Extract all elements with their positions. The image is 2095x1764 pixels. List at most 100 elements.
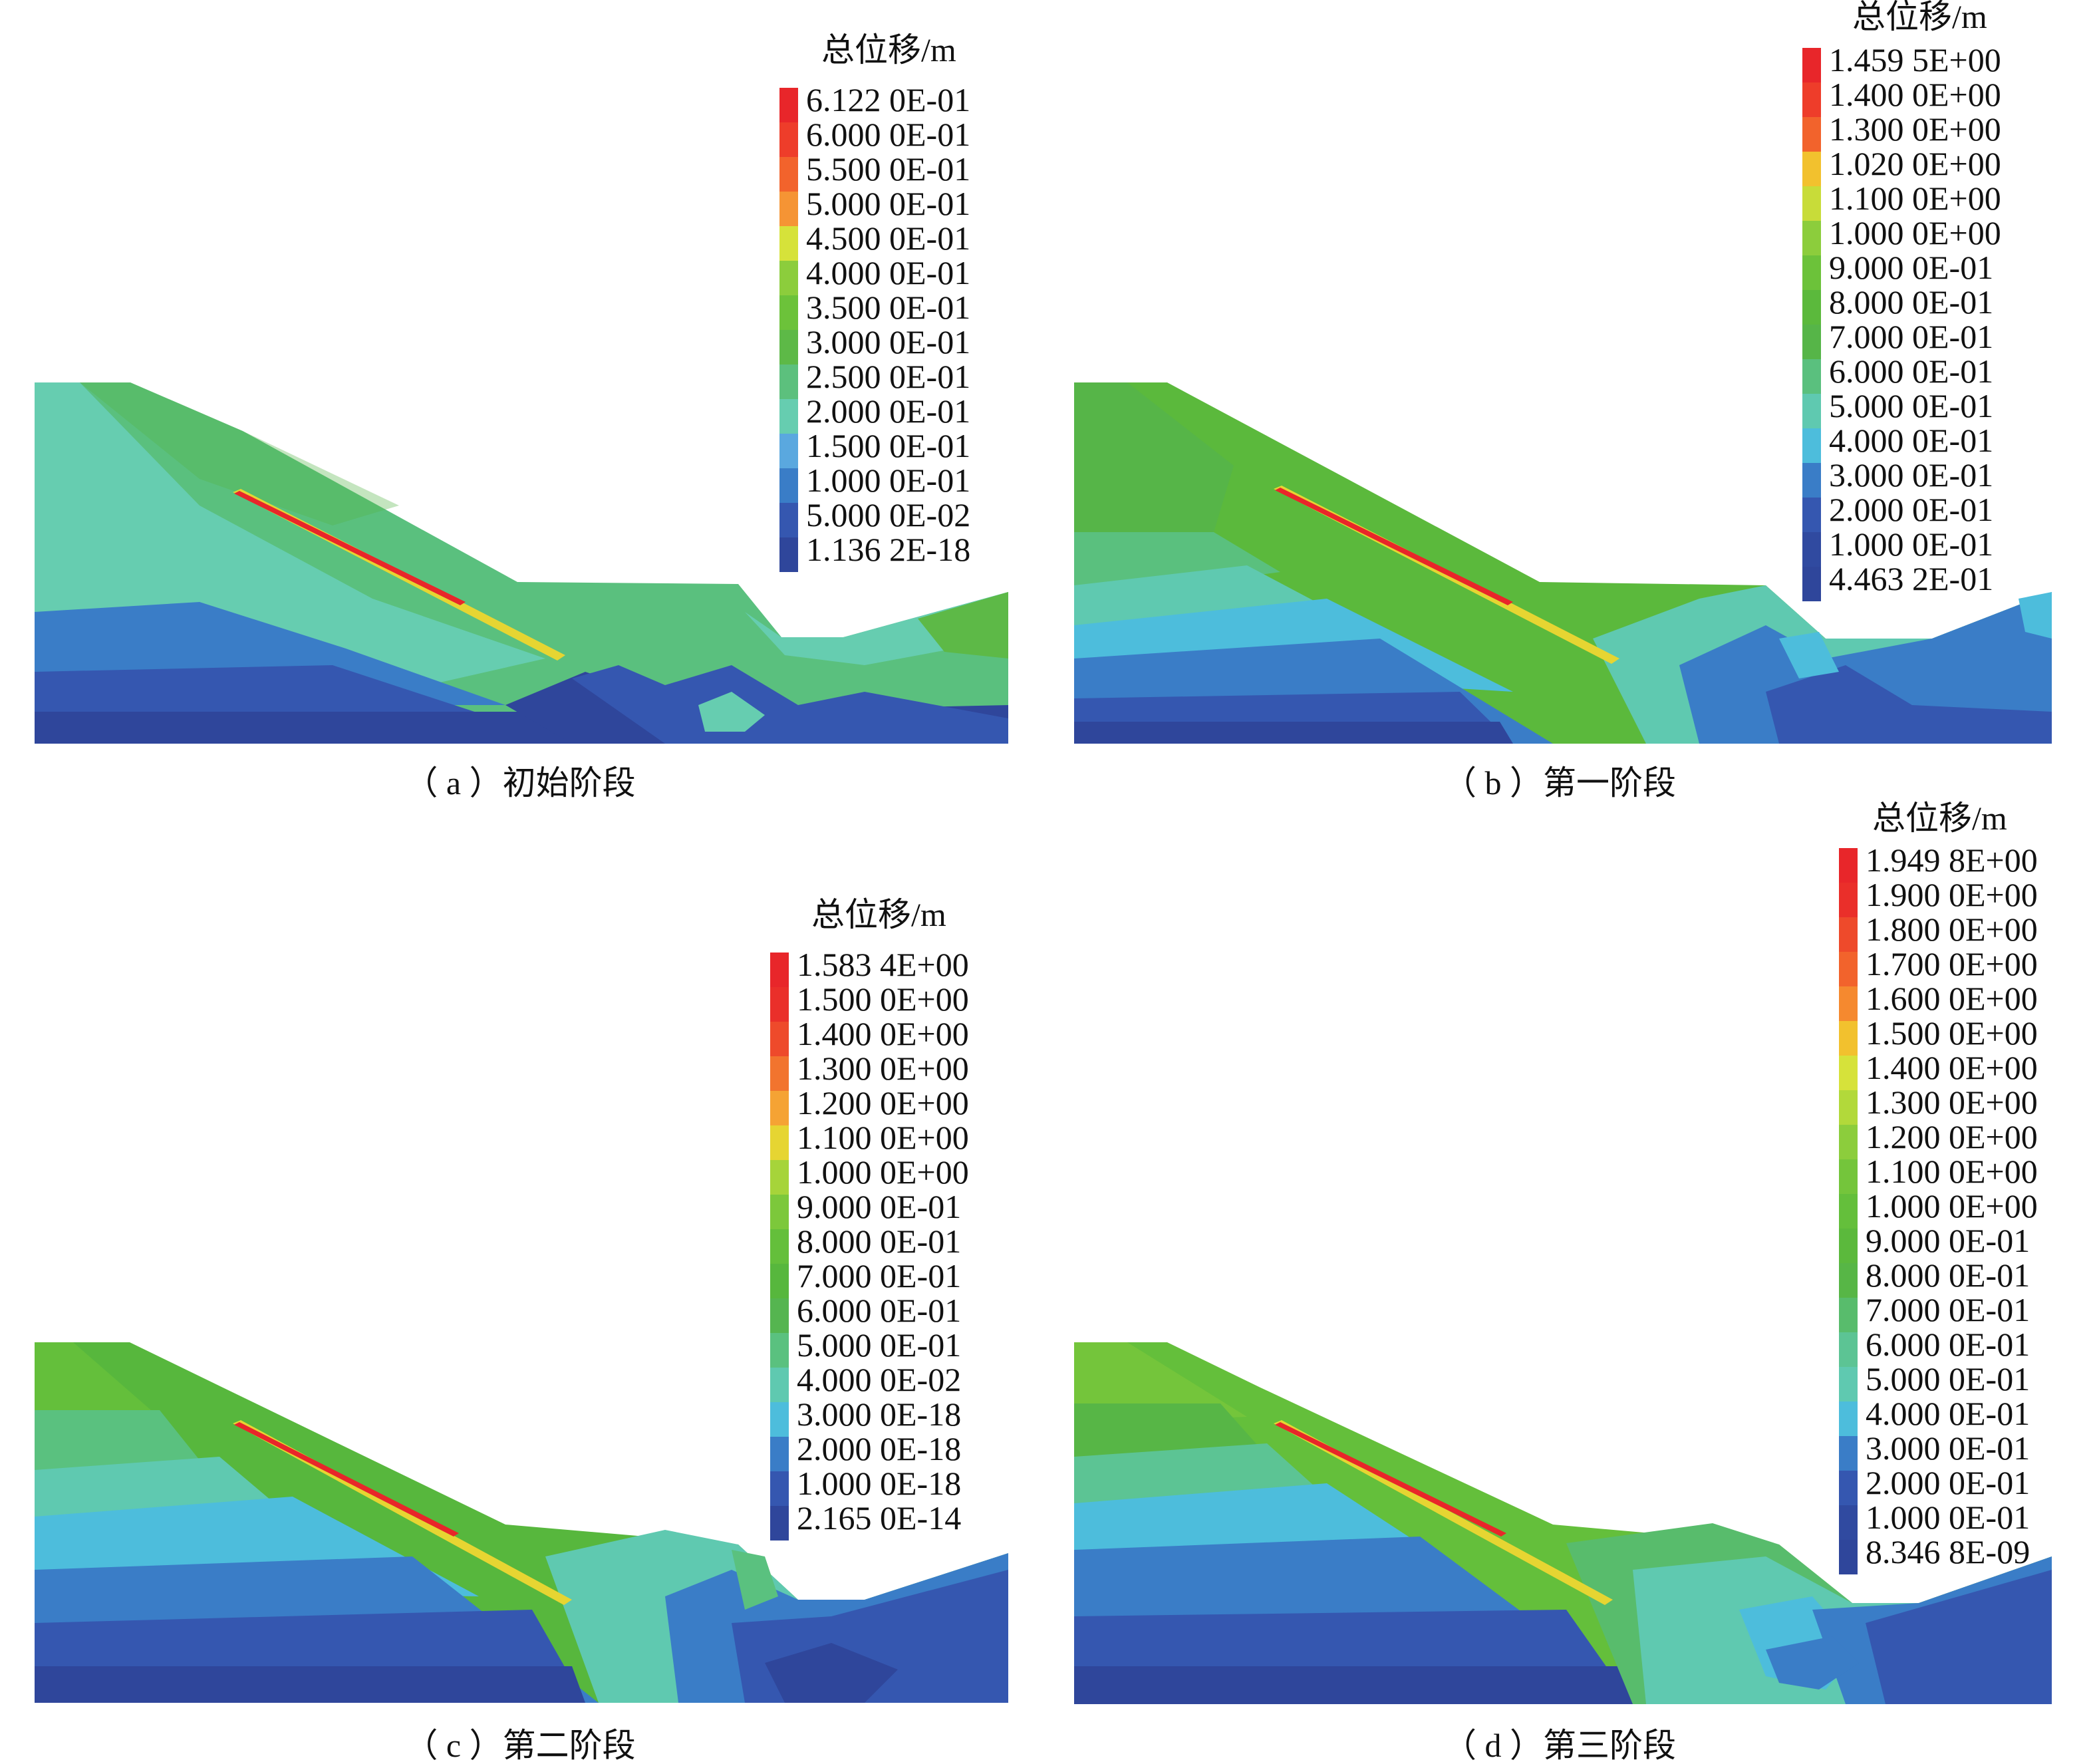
legend-label: 2.000 0E-01 (1829, 491, 1994, 528)
legend-label: 8.000 0E-01 (797, 1223, 962, 1260)
legend-swatch (1839, 1471, 1858, 1505)
displacement-contour-d (1074, 1342, 2052, 1704)
contour-zone (1779, 632, 1839, 678)
legend-label: 1.300 0E+00 (797, 1050, 969, 1087)
legend-swatch (1839, 1194, 1858, 1229)
legend-label: 1.583 4E+00 (797, 946, 969, 983)
legend-label: 1.000 0E-01 (1829, 525, 1994, 563)
contour-zone (2019, 592, 2052, 639)
legend-swatch (1839, 1540, 1858, 1574)
legend-swatch (770, 1368, 789, 1402)
legend-label: 1.100 0E+00 (1829, 180, 2001, 217)
contour-zone (765, 1643, 898, 1703)
legend-label: 3.500 0E-01 (806, 289, 971, 326)
legend-label: 1.949 8E+00 (1866, 841, 2038, 879)
contour-zone (1074, 382, 1234, 532)
slip-band-core (1275, 1422, 1506, 1537)
legend-swatch (1802, 48, 1821, 82)
legend-label: 4.000 0E-01 (806, 254, 971, 291)
panel-a: 总位移/m 6.122 0E-01 6.000 0E-01 5.500 0E-01 5… (0, 0, 1048, 825)
legend-title: 总位移/m (1852, 0, 1987, 35)
legend-label: 6.000 0E-01 (797, 1292, 962, 1329)
legend-label: 3.000 0E-01 (806, 323, 971, 361)
contour-zone (1766, 665, 2052, 744)
legend-label: 2.000 0E-01 (1866, 1464, 2030, 1501)
legend-label: 4.000 0E-02 (797, 1361, 962, 1398)
legend-swatch (779, 468, 798, 503)
legend-swatch (779, 537, 798, 572)
legend-label: 4.463 2E-01 (1829, 560, 1994, 597)
legend-label: 1.459 5E+00 (1829, 41, 2001, 78)
legend-label: 1.200 0E+00 (797, 1084, 969, 1121)
legend-label: 1.000 0E+00 (1829, 214, 2001, 251)
legend-label: 5.000 0E-01 (797, 1326, 962, 1364)
legend-label: 7.000 0E-01 (1829, 318, 1994, 355)
legend-swatch (1802, 152, 1821, 186)
legend-swatch (779, 399, 798, 434)
legend-label: 1.500 0E-01 (806, 427, 971, 464)
legend-label: 9.000 0E-01 (1866, 1222, 2030, 1259)
legend-swatch (1802, 359, 1821, 394)
legend-swatch (770, 1056, 789, 1091)
legend-label: 4.000 0E-01 (1829, 422, 1994, 459)
caption-b: （ b ）第一阶段 (1443, 764, 1676, 802)
legend-swatch (1839, 1401, 1858, 1436)
legend-swatch (1802, 255, 1821, 290)
legend-label: 4.500 0E-01 (806, 220, 971, 257)
legend-swatch (770, 1091, 789, 1125)
legend-swatch (1802, 186, 1821, 221)
caption-c: （ c ）第二阶段 (404, 1727, 636, 1764)
legend-swatch (1839, 1367, 1858, 1401)
displacement-contour-a (35, 382, 1008, 744)
legend-swatch (770, 987, 789, 1022)
legend-label: 2.500 0E-01 (806, 358, 971, 395)
legend-label: 1.020 0E+00 (1829, 145, 2001, 182)
legend-swatch (770, 1506, 789, 1541)
legend-label: 7.000 0E-01 (1866, 1291, 2030, 1328)
contour-zone (1074, 722, 1513, 744)
legend-swatch (770, 1264, 789, 1298)
legend-swatch (1839, 952, 1858, 986)
legend-label: 3.000 0E-01 (1829, 456, 1994, 494)
legend-label: 3.000 0E-01 (1866, 1429, 2030, 1467)
legend-label: 2.000 0E-01 (806, 392, 971, 430)
legend-swatch (779, 192, 798, 226)
legend-label: 9.000 0E-01 (797, 1188, 962, 1225)
legend-label: 1.600 0E+00 (1866, 980, 2038, 1017)
legend-swatch (779, 226, 798, 261)
legend-swatch (770, 1333, 789, 1368)
legend-swatch (1839, 1436, 1858, 1471)
legend-swatch (1839, 986, 1858, 1021)
legend-swatch (779, 88, 798, 122)
legend-swatch (770, 953, 789, 987)
contour-zone (80, 382, 399, 525)
legend-swatch (779, 261, 798, 295)
legend-label: 1.000 0E-18 (797, 1465, 962, 1502)
slip-band-core (234, 491, 466, 605)
legend-swatch (1802, 82, 1821, 117)
legend-label: 7.000 0E-01 (797, 1257, 962, 1294)
slip-band-core (234, 1422, 459, 1537)
panel-c: 总位移/m 1.583 4E+00 1.500 0E+00 1.400 0E+00 1… (0, 825, 1048, 1763)
caption-d: （ d ）第三阶段 (1443, 1727, 1676, 1764)
panel-b: 总位移/m 1.459 5E+00 1.400 0E+00 1.300 0E+00 1… (1048, 0, 2095, 825)
legend-swatch (1839, 848, 1858, 883)
legend-swatch (770, 1160, 789, 1195)
legend-swatch (770, 1437, 789, 1471)
legend-swatch (1839, 1159, 1858, 1194)
legend-title: 总位移/m (811, 896, 946, 933)
legend-swatch (1802, 117, 1821, 152)
legend-label: 1.100 0E+00 (797, 1119, 969, 1156)
legend-swatch (770, 1022, 789, 1056)
legend-swatch (779, 503, 798, 537)
legend-label: 6.122 0E-01 (806, 81, 971, 118)
legend-label: 4.000 0E-01 (1866, 1395, 2030, 1432)
legend-swatch (1839, 1021, 1858, 1056)
legend-label: 1.400 0E+00 (797, 1015, 969, 1052)
legend-label: 1.200 0E+00 (1866, 1118, 2038, 1155)
legend-label: 8.346 8E-09 (1866, 1533, 2030, 1570)
legend-label: 6.000 0E-01 (806, 116, 971, 153)
legend-label: 2.165 0E-14 (797, 1499, 962, 1537)
legend-swatch (1839, 1125, 1858, 1159)
legend-swatch (1802, 325, 1821, 359)
